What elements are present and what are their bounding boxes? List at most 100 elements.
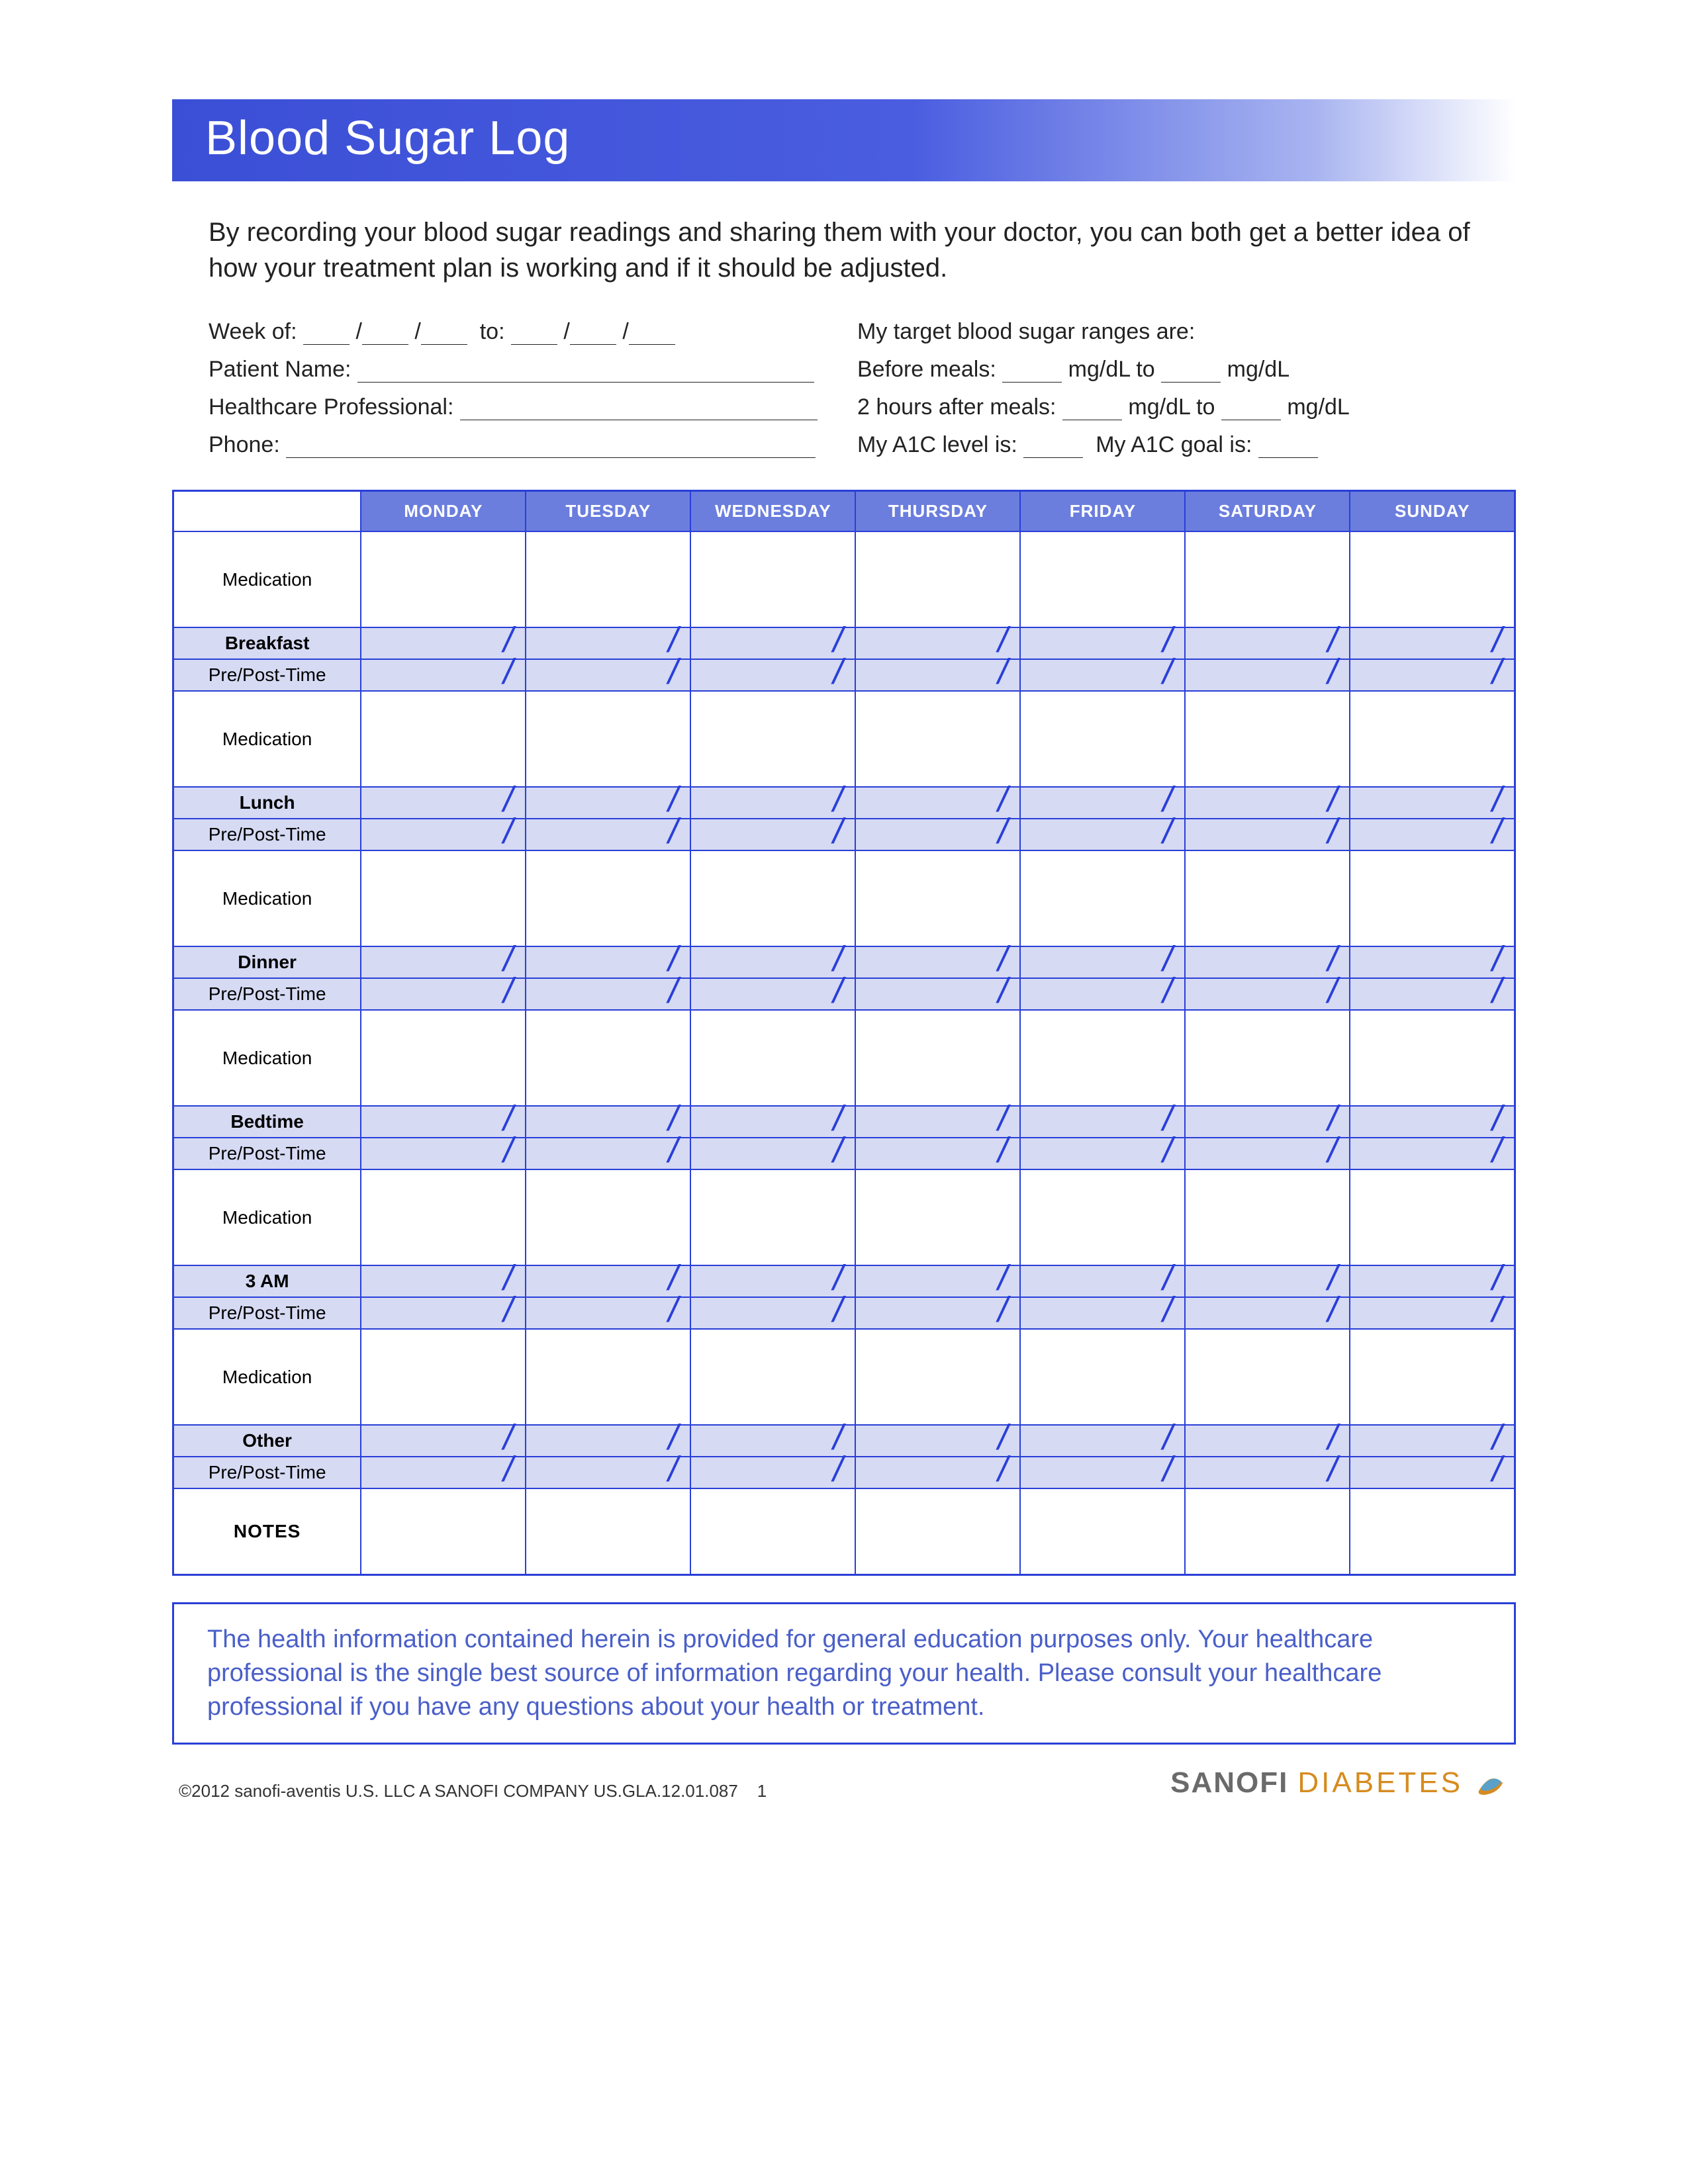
medication-cell[interactable] — [855, 1329, 1020, 1425]
bedtime-reading-cell[interactable]: / — [1020, 1106, 1185, 1138]
medication-cell[interactable] — [1350, 531, 1515, 627]
dinner-reading-cell[interactable]: / — [361, 946, 526, 978]
medication-cell[interactable] — [690, 1169, 855, 1265]
bedtime-time-cell[interactable]: / — [1185, 1138, 1350, 1169]
lunch-time-cell[interactable]: / — [1350, 819, 1515, 850]
breakfast-reading-cell[interactable]: / — [1350, 627, 1515, 659]
threeam-time-cell[interactable]: / — [1185, 1297, 1350, 1329]
threeam-time-cell[interactable]: / — [526, 1297, 690, 1329]
medication-cell[interactable] — [690, 531, 855, 627]
medication-cell[interactable] — [690, 850, 855, 946]
notes-cell[interactable] — [361, 1488, 526, 1574]
medication-cell[interactable] — [1020, 691, 1185, 787]
threeam-reading-cell[interactable]: / — [1185, 1265, 1350, 1297]
notes-cell[interactable] — [855, 1488, 1020, 1574]
notes-cell[interactable] — [526, 1488, 690, 1574]
threeam-reading-cell[interactable]: / — [526, 1265, 690, 1297]
medication-cell[interactable] — [1020, 531, 1185, 627]
threeam-time-cell[interactable]: / — [1020, 1297, 1185, 1329]
lunch-reading-cell[interactable]: / — [526, 787, 690, 819]
medication-cell[interactable] — [1185, 1329, 1350, 1425]
bedtime-time-cell[interactable]: / — [1350, 1138, 1515, 1169]
other-time-cell[interactable]: / — [1185, 1457, 1350, 1488]
medication-cell[interactable] — [1185, 531, 1350, 627]
other-time-cell[interactable]: / — [690, 1457, 855, 1488]
medication-cell[interactable] — [855, 1010, 1020, 1106]
medication-cell[interactable] — [361, 691, 526, 787]
breakfast-time-cell[interactable]: / — [526, 659, 690, 691]
dinner-time-cell[interactable]: / — [690, 978, 855, 1010]
bedtime-reading-cell[interactable]: / — [690, 1106, 855, 1138]
medication-cell[interactable] — [1350, 850, 1515, 946]
dinner-reading-cell[interactable]: / — [1350, 946, 1515, 978]
dinner-time-cell[interactable]: / — [526, 978, 690, 1010]
medication-cell[interactable] — [1185, 1169, 1350, 1265]
bedtime-reading-cell[interactable]: / — [1350, 1106, 1515, 1138]
medication-cell[interactable] — [855, 691, 1020, 787]
notes-cell[interactable] — [1185, 1488, 1350, 1574]
dinner-time-cell[interactable]: / — [1350, 978, 1515, 1010]
dinner-reading-cell[interactable]: / — [1185, 946, 1350, 978]
lunch-reading-cell[interactable]: / — [855, 787, 1020, 819]
other-reading-cell[interactable]: / — [1185, 1425, 1350, 1457]
medication-cell[interactable] — [361, 1329, 526, 1425]
breakfast-reading-cell[interactable]: / — [690, 627, 855, 659]
medication-cell[interactable] — [1350, 1010, 1515, 1106]
medication-cell[interactable] — [690, 691, 855, 787]
lunch-time-cell[interactable]: / — [690, 819, 855, 850]
breakfast-time-cell[interactable]: / — [1185, 659, 1350, 691]
notes-cell[interactable] — [690, 1488, 855, 1574]
threeam-reading-cell[interactable]: / — [1020, 1265, 1185, 1297]
medication-cell[interactable] — [526, 531, 690, 627]
medication-cell[interactable] — [526, 1010, 690, 1106]
bedtime-time-cell[interactable]: / — [526, 1138, 690, 1169]
threeam-reading-cell[interactable]: / — [855, 1265, 1020, 1297]
bedtime-reading-cell[interactable]: / — [361, 1106, 526, 1138]
breakfast-time-cell[interactable]: / — [1020, 659, 1185, 691]
threeam-time-cell[interactable]: / — [1350, 1297, 1515, 1329]
dinner-reading-cell[interactable]: / — [1020, 946, 1185, 978]
other-time-cell[interactable]: / — [1020, 1457, 1185, 1488]
medication-cell[interactable] — [855, 850, 1020, 946]
other-reading-cell[interactable]: / — [526, 1425, 690, 1457]
dinner-time-cell[interactable]: / — [855, 978, 1020, 1010]
threeam-time-cell[interactable]: / — [855, 1297, 1020, 1329]
lunch-time-cell[interactable]: / — [1185, 819, 1350, 850]
notes-cell[interactable] — [1350, 1488, 1515, 1574]
bedtime-time-cell[interactable]: / — [855, 1138, 1020, 1169]
threeam-time-cell[interactable]: / — [690, 1297, 855, 1329]
medication-cell[interactable] — [1185, 1010, 1350, 1106]
medication-cell[interactable] — [1185, 850, 1350, 946]
medication-cell[interactable] — [361, 1010, 526, 1106]
lunch-time-cell[interactable]: / — [526, 819, 690, 850]
threeam-reading-cell[interactable]: / — [1350, 1265, 1515, 1297]
bedtime-reading-cell[interactable]: / — [526, 1106, 690, 1138]
other-reading-cell[interactable]: / — [690, 1425, 855, 1457]
medication-cell[interactable] — [361, 850, 526, 946]
bedtime-time-cell[interactable]: / — [690, 1138, 855, 1169]
medication-cell[interactable] — [1350, 1329, 1515, 1425]
medication-cell[interactable] — [1350, 1169, 1515, 1265]
threeam-time-cell[interactable]: / — [361, 1297, 526, 1329]
medication-cell[interactable] — [1020, 1169, 1185, 1265]
dinner-reading-cell[interactable]: / — [855, 946, 1020, 978]
medication-cell[interactable] — [690, 1329, 855, 1425]
medication-cell[interactable] — [855, 1169, 1020, 1265]
breakfast-reading-cell[interactable]: / — [855, 627, 1020, 659]
medication-cell[interactable] — [1185, 691, 1350, 787]
other-reading-cell[interactable]: / — [855, 1425, 1020, 1457]
other-time-cell[interactable]: / — [1350, 1457, 1515, 1488]
other-reading-cell[interactable]: / — [361, 1425, 526, 1457]
bedtime-time-cell[interactable]: / — [361, 1138, 526, 1169]
breakfast-time-cell[interactable]: / — [855, 659, 1020, 691]
medication-cell[interactable] — [1020, 1010, 1185, 1106]
dinner-reading-cell[interactable]: / — [526, 946, 690, 978]
dinner-time-cell[interactable]: / — [361, 978, 526, 1010]
breakfast-reading-cell[interactable]: / — [361, 627, 526, 659]
medication-cell[interactable] — [1020, 850, 1185, 946]
medication-cell[interactable] — [855, 531, 1020, 627]
medication-cell[interactable] — [690, 1010, 855, 1106]
medication-cell[interactable] — [526, 1329, 690, 1425]
medication-cell[interactable] — [526, 850, 690, 946]
lunch-time-cell[interactable]: / — [361, 819, 526, 850]
